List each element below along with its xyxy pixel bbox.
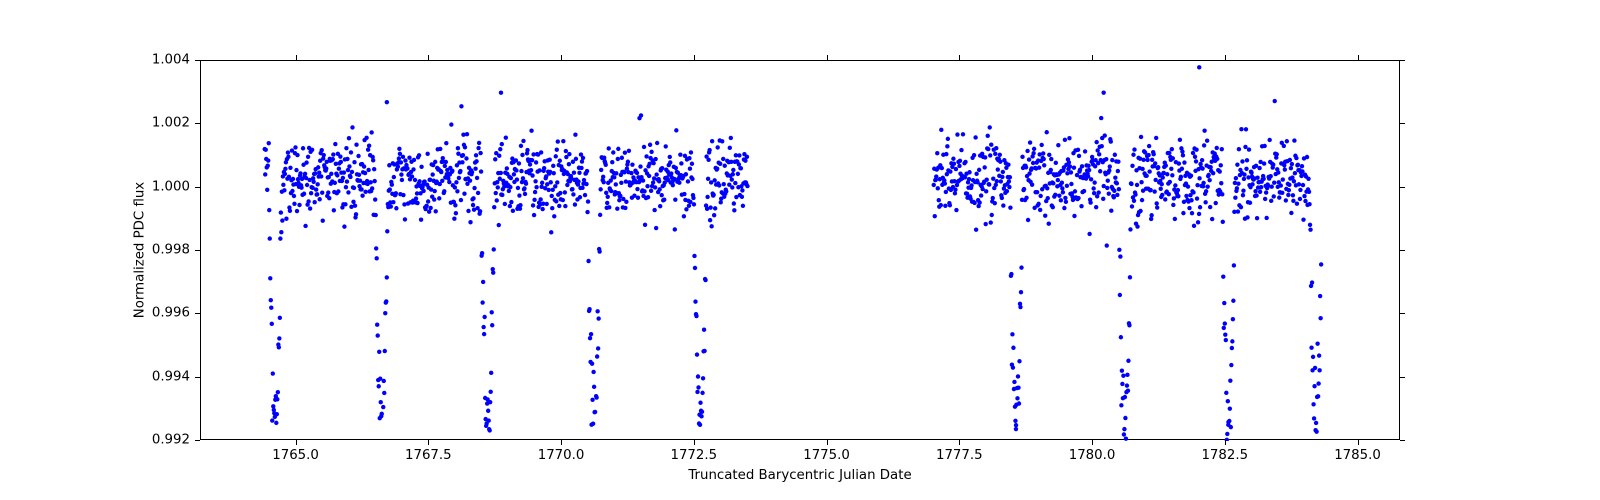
x-tick-label: 1775.0 [803,448,850,463]
x-tick-mark [694,55,695,60]
y-tick-label: 1.002 [152,116,190,131]
x-tick-mark [959,440,960,445]
x-tick-label: 1767.5 [405,448,452,463]
x-tick-mark [1358,55,1359,60]
x-tick-label: 1782.5 [1201,448,1248,463]
y-tick-mark [195,123,200,124]
x-tick-mark [296,55,297,60]
x-tick-mark [1092,440,1093,445]
y-tick-label: 0.994 [152,369,190,384]
y-tick-mark [195,313,200,314]
x-tick-mark [1358,440,1359,445]
y-tick-label: 0.998 [152,243,190,258]
x-tick-mark [959,55,960,60]
x-tick-mark [827,440,828,445]
x-tick-mark [1225,440,1226,445]
x-tick-mark [827,55,828,60]
x-tick-mark [561,55,562,60]
y-axis-label: Normalized PDC flux [133,182,148,318]
x-tick-mark [428,440,429,445]
y-tick-label: 1.000 [152,179,190,194]
x-tick-label: 1785.0 [1334,448,1381,463]
scatter-svg [201,61,1401,441]
x-tick-mark [1092,55,1093,60]
y-tick-mark [195,60,200,61]
y-tick-mark [1400,377,1405,378]
x-tick-mark [561,440,562,445]
plot-area [200,60,1400,440]
y-tick-mark [1400,440,1405,441]
x-tick-label: 1770.0 [538,448,585,463]
x-tick-mark [1225,55,1226,60]
x-tick-mark [296,440,297,445]
light-curve-figure: 1765.0 1767.5 1770.0 1772.5 1775.0 1777.5 1780… [0,0,1600,500]
x-tick-label: 1772.5 [670,448,717,463]
y-tick-label: 0.996 [152,306,190,321]
y-tick-mark [1400,250,1405,251]
y-tick-mark [195,187,200,188]
y-tick-mark [195,377,200,378]
y-tick-label: 1.004 [152,53,190,68]
y-tick-mark [195,250,200,251]
x-tick-label: 1777.5 [936,448,983,463]
y-tick-mark [1400,313,1405,314]
x-tick-mark [694,440,695,445]
x-tick-label: 1765.0 [272,448,319,463]
x-axis-label: Truncated Barycentric Julian Date [688,468,911,483]
y-tick-label: 0.992 [152,433,190,448]
y-tick-mark [1400,123,1405,124]
y-tick-mark [195,440,200,441]
y-tick-mark [1400,60,1405,61]
y-tick-mark [1400,187,1405,188]
x-tick-label: 1780.0 [1069,448,1116,463]
x-tick-mark [428,55,429,60]
